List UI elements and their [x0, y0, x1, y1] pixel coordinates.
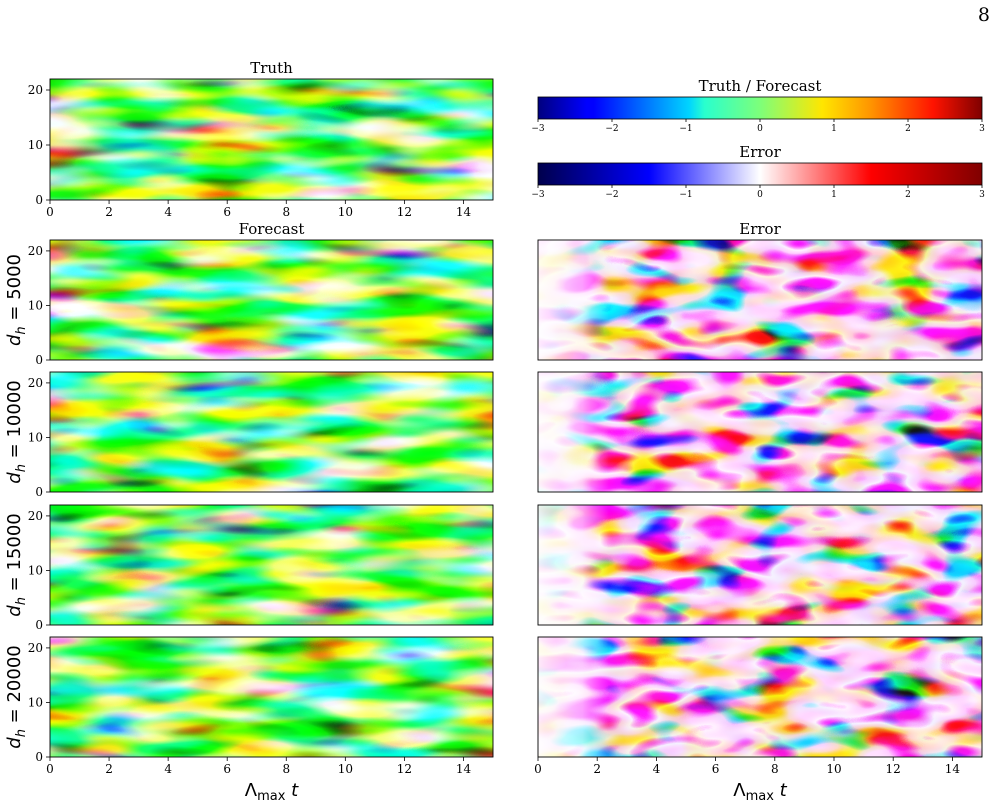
error-fade [538, 240, 982, 360]
colorbar-tick-label: −3 [531, 190, 545, 200]
colorbar-jet: Truth / Forecast −3 −2 −1 0 1 2 3 [531, 77, 985, 134]
x-axis-label: Λmax t [733, 780, 787, 804]
x-tick-label: 0 [534, 762, 542, 776]
heatmap-image [50, 372, 493, 492]
axes-frame [49, 636, 494, 758]
y-tick-label: 20 [28, 83, 43, 97]
y-tick-label: 10 [28, 695, 43, 709]
error-fade [538, 372, 982, 492]
x-tick-label: 12 [397, 205, 412, 219]
forecast-panel-10000: 0 10 20 [28, 371, 494, 499]
x-tick-label: 12 [397, 762, 412, 776]
heatmap-image [50, 637, 493, 757]
error-panel-20000: 0 2 4 6 8 10 12 14 [534, 636, 983, 776]
y-tick-label: 0 [35, 353, 43, 367]
colorbar-seismic: Error −3 −2 −1 0 1 2 3 [531, 143, 985, 200]
y-tick-label: 20 [28, 376, 43, 390]
y-tick-label: 0 [35, 193, 43, 207]
error-fade [538, 637, 982, 757]
colorbar-tick-label: 1 [831, 124, 837, 134]
colorbar-gradient [537, 96, 983, 120]
x-tick-label: 4 [164, 205, 172, 219]
x-tick-label: 8 [282, 205, 290, 219]
x-axis-label: Λmax t [245, 780, 299, 804]
x-tick-label: 14 [456, 762, 472, 776]
x-tick-label: 14 [945, 762, 961, 776]
x-tick-label: 6 [223, 205, 231, 219]
colorbar-tick-label: −1 [679, 124, 692, 134]
y-tick-label: 20 [28, 244, 43, 258]
axes-frame [49, 239, 494, 361]
x-tick-label: 6 [712, 762, 720, 776]
row-label: dh = 5000 [4, 254, 29, 346]
x-tick-label: 0 [46, 762, 54, 776]
colorbar-tick-label: 0 [757, 124, 763, 134]
truth-panel: 0 2 4 6 8 10 12 14 0 10 20 Truth [28, 59, 494, 219]
x-tick-label: 2 [105, 205, 113, 219]
axes-frame [537, 239, 983, 361]
forecast-panel-20000: 0 2 4 6 8 10 12 14 0 10 20 [28, 636, 494, 776]
x-tick-label: 14 [456, 205, 472, 219]
axes-frame [537, 636, 983, 758]
y-tick-label: 10 [28, 298, 43, 312]
row-label: dh = 15000 [4, 513, 29, 616]
x-tick-label: 2 [593, 762, 601, 776]
heatmap-image [50, 79, 493, 200]
x-tick-label: 6 [223, 762, 231, 776]
colorbar-tick-label: 2 [905, 190, 911, 200]
forecast-title: Forecast [239, 220, 305, 238]
error-panel-5000: Error [537, 220, 983, 361]
error-fade [538, 505, 982, 625]
x-tick-label: 4 [653, 762, 661, 776]
axes-frame [49, 371, 494, 493]
axes-frame [537, 504, 983, 626]
y-tick-label: 10 [28, 563, 43, 577]
truth-title: Truth [250, 59, 293, 77]
x-tick-label: 10 [826, 762, 841, 776]
y-tick-label: 0 [35, 750, 43, 764]
row-label: dh = 10000 [4, 380, 29, 483]
heatmap-image [50, 240, 493, 360]
y-tick-label: 20 [28, 509, 43, 523]
y-tick-label: 0 [35, 618, 43, 632]
row-label: dh = 20000 [4, 645, 29, 748]
page-number: 8 [977, 4, 990, 26]
y-tick-label: 0 [35, 485, 43, 499]
colorbar-tick-label: −2 [605, 124, 618, 134]
colorbar-gradient [537, 162, 983, 186]
colorbar-tick-label: 3 [979, 124, 985, 134]
y-tick-label: 10 [28, 138, 43, 152]
colorbar-tick-label: −2 [605, 190, 618, 200]
forecast-panel-15000: 0 10 20 [28, 504, 494, 632]
colorbar-tick-label: −1 [679, 190, 692, 200]
y-tick-label: 20 [28, 641, 43, 655]
error-panel-10000 [537, 371, 983, 493]
colorbar-title: Error [739, 143, 781, 161]
x-tick-label: 4 [164, 762, 172, 776]
colorbar-title: Truth / Forecast [699, 77, 822, 95]
axes-frame [49, 504, 494, 626]
axes-frame [49, 78, 494, 201]
colorbar-tick-label: 0 [757, 190, 763, 200]
x-tick-label: 12 [886, 762, 901, 776]
colorbar-tick-label: −3 [531, 124, 545, 134]
x-tick-label: 2 [105, 762, 113, 776]
error-title: Error [739, 220, 781, 238]
heatmap-image [50, 505, 493, 625]
error-panel-15000 [537, 504, 983, 626]
x-tick-label: 8 [282, 762, 290, 776]
x-tick-label: 8 [771, 762, 779, 776]
forecast-panel-5000: 0 10 20 Forecast [28, 220, 494, 367]
axes-frame [537, 371, 983, 493]
x-tick-label: 10 [338, 762, 353, 776]
colorbar-tick-label: 1 [831, 190, 837, 200]
y-tick-label: 10 [28, 430, 43, 444]
x-tick-label: 10 [338, 205, 353, 219]
colorbar-tick-label: 2 [905, 124, 911, 134]
x-tick-label: 0 [46, 205, 54, 219]
colorbar-tick-label: 3 [979, 190, 985, 200]
